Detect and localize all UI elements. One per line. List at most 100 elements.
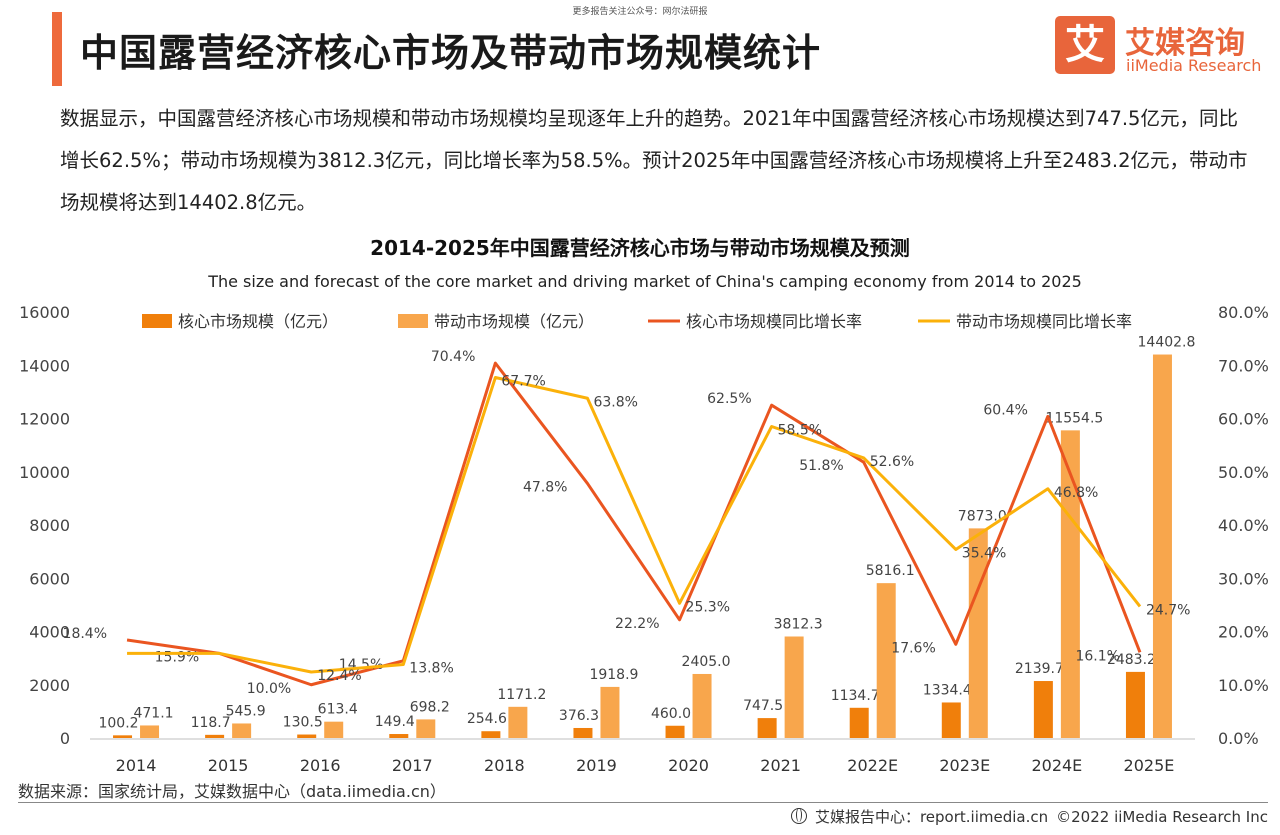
bar-driving [232,723,252,738]
bar-driving [140,725,160,738]
bar-value-label: 545.9 [226,703,266,719]
bar-value-label: 118.7 [191,715,231,731]
line-value-label: 47.8% [523,479,567,495]
y-axis-right-tick-label: 40.0% [1218,516,1269,535]
x-axis-tick-label: 2024E [1031,756,1082,775]
x-axis-tick-label: 2017 [392,756,433,775]
bar-driving [692,673,712,738]
line-value-label: 51.8% [799,458,843,474]
x-axis-tick-label: 2014 [116,756,157,775]
line-value-label: 63.8% [593,394,637,410]
line-value-label: 62.5% [707,391,751,407]
x-axis-tick-label: 2023E [939,756,990,775]
y-axis-left-tick-label: 0 [60,729,70,748]
bar-driving [876,583,896,738]
y-axis-left-tick-label: 8000 [29,516,70,535]
y-axis-left-tick-label: 10000 [19,463,70,482]
bar-driving [508,706,528,738]
bar-value-label: 698.2 [410,699,450,715]
bar-value-label: 1134.7 [831,688,880,704]
bar-core [941,702,961,738]
description-paragraph: 数据显示，中国露营经济核心市场规模和带动市场规模均呈现逐年上升的趋势。2021年… [60,107,1248,214]
market-size-chart: 0 2000 4000 6000 8000 10000 12000 14000 16000 0.0… [19,303,1269,775]
globe-icon [790,808,807,824]
logo-name-en: iiMedia Research [1126,56,1262,75]
title-accent-bar [52,12,62,86]
y-axis-left-tick-label: 16000 [19,303,70,322]
bar-core [849,707,869,738]
bar-value-label: 613.4 [318,702,358,718]
bar-value-label: 7873.0 [958,508,1007,524]
y-axis-right-tick-label: 70.0% [1218,356,1269,375]
y-axis-left-tick-label: 12000 [19,410,70,429]
legend-swatch [142,314,172,328]
line-value-label: 58.5% [778,422,822,438]
legend-label: 带动市场规模同比增长率 [956,312,1132,331]
y-axis-left-tick-label: 14000 [19,356,70,375]
bar-value-label: 376.3 [559,708,599,724]
bar-value-label: 11554.5 [1045,410,1103,426]
y-axis-right-tick-label: 10.0% [1218,676,1269,695]
bar-core [205,734,225,738]
line-value-label: 18.4% [63,626,107,642]
line-value-label: 46.8% [1054,485,1098,501]
bar-value-label: 2139.7 [1015,661,1064,677]
legend-label: 带动市场规模（亿元） [434,312,594,331]
bar-value-label: 2483.2 [1107,652,1156,668]
line-value-label: 70.4% [431,349,475,365]
line-core-growth [126,361,1142,687]
legend-label: 核心市场规模（亿元） [178,312,338,331]
x-axis-tick-label: 2025E [1124,756,1175,775]
y-axis-right-tick-label: 60.0% [1218,410,1269,429]
logo-name-cn: 艾媒咨询 [1125,26,1245,61]
x-axis-tick-label: 2015 [208,756,249,775]
x-axis-tick-label: 2018 [484,756,525,775]
footer: 艾媒报告中心：report.iimedia.cn ©2022 iiMedia Re… [783,806,1268,827]
bar-core [297,734,317,738]
bar-value-label: 2405.0 [682,654,731,670]
line-value-label: 24.7% [1146,602,1190,618]
y-axis-right-tick-label: 50.0% [1218,463,1269,482]
line-value-label: 52.6% [870,454,914,470]
bar-value-label: 1171.2 [497,687,546,703]
bar-value-label: 747.5 [743,698,783,714]
bar-core [1125,671,1145,738]
bar-core [757,718,777,738]
bar-value-label: 1334.4 [923,682,972,698]
copyright: ©2022 iiMedia Research Inc [1056,808,1268,826]
bar-driving [1152,354,1172,738]
top-note: 更多报告关注公众号：网尔法研报 [572,7,708,17]
data-source: 数据来源：国家统计局，艾媒数据中心（data.iimedia.cn） [18,782,446,801]
x-axis-tick-label: 2020 [668,756,709,775]
legend-label: 核心市场规模同比增长率 [686,312,862,331]
line-value-label: 22.2% [615,616,659,632]
bar-core [481,731,501,738]
line-value-label: 16.1% [1075,648,1119,664]
report-center-link[interactable]: 艾媒报告中心：report.iimedia.cn [814,808,1049,826]
line-driving-growth [127,375,1142,674]
line-value-label: 12.4% [317,668,361,684]
bar-driving [1060,430,1080,738]
chart-subtitle: The size and forecast of the core market… [208,272,1082,291]
x-axis-tick-label: 2016 [300,756,341,775]
y-axis-left-tick-label: 6000 [29,569,70,588]
y-axis-right-tick-label: 20.0% [1218,623,1269,642]
x-axis-tick-label: 2019 [576,756,617,775]
bar-value-label: 1918.9 [589,667,638,683]
line-value-label: 10.0% [247,681,291,697]
line-value-label: 13.8% [409,661,453,677]
legend-swatch [398,314,428,328]
bar-core [113,735,133,738]
bar-value-label: 471.1 [133,705,173,721]
footer-divider [18,802,1268,803]
line-value-label: 17.6% [891,640,935,656]
line-value-label: 60.4% [983,402,1027,418]
bar-value-label: 460.0 [651,706,691,722]
bar-value-label: 254.6 [467,711,507,727]
bar-value-label: 5816.1 [866,563,915,579]
bar-driving [784,636,804,738]
line-value-label: 35.4% [962,545,1006,561]
y-axis-right-tick-label: 80.0% [1218,303,1269,322]
line-value-label: 15.9% [155,649,199,665]
bar-core [665,725,685,738]
